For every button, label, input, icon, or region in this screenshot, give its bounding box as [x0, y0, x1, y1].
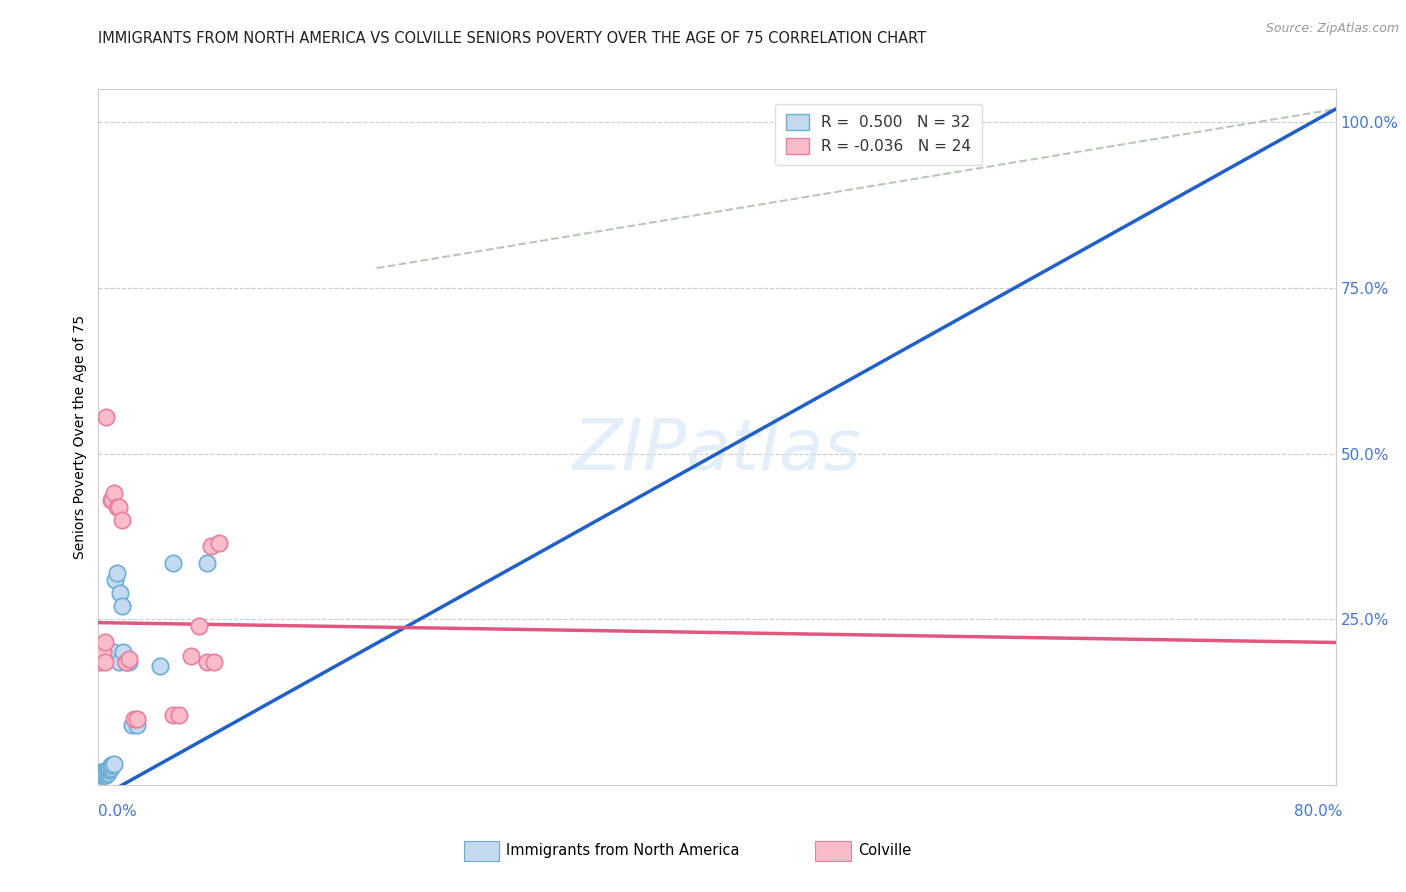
Point — [90, 764, 112, 779]
Point — [104, 573, 127, 587]
Point — [103, 645, 125, 659]
Point — [89, 764, 111, 779]
Point — [98, 764, 121, 778]
Point — [200, 540, 222, 554]
Point — [96, 768, 118, 782]
Point — [100, 758, 122, 772]
Point — [107, 500, 129, 514]
Point — [100, 761, 122, 775]
Point — [105, 500, 128, 514]
Point — [118, 656, 141, 670]
Point — [108, 586, 131, 600]
Point — [111, 599, 134, 613]
Point — [89, 656, 111, 670]
Text: Immigrants from North America: Immigrants from North America — [506, 844, 740, 858]
Point — [89, 768, 111, 782]
Point — [149, 658, 172, 673]
Point — [93, 764, 115, 779]
Point — [167, 708, 190, 723]
Point — [195, 556, 218, 570]
Point — [96, 410, 118, 425]
Point — [112, 645, 135, 659]
Point — [127, 718, 149, 732]
Point — [90, 768, 112, 782]
Point — [115, 656, 138, 670]
Point — [122, 712, 145, 726]
Point — [180, 648, 202, 663]
Text: ZIPatlas: ZIPatlas — [572, 417, 862, 485]
Point — [98, 761, 121, 775]
Point — [96, 766, 118, 780]
Point — [93, 635, 115, 649]
Point — [162, 556, 184, 570]
Point — [118, 652, 141, 666]
Point — [188, 619, 211, 633]
Point — [90, 645, 112, 659]
Point — [100, 493, 122, 508]
Point — [105, 566, 128, 580]
Text: IMMIGRANTS FROM NORTH AMERICA VS COLVILLE SENIORS POVERTY OVER THE AGE OF 75 COR: IMMIGRANTS FROM NORTH AMERICA VS COLVILL… — [98, 31, 927, 46]
Text: Source: ZipAtlas.com: Source: ZipAtlas.com — [1265, 22, 1399, 36]
Point — [115, 656, 138, 670]
Text: 80.0%: 80.0% — [1295, 805, 1343, 819]
Point — [91, 645, 114, 659]
Point — [97, 766, 120, 780]
Point — [97, 764, 120, 778]
Point — [101, 758, 124, 772]
Point — [121, 718, 143, 732]
Point — [91, 768, 114, 782]
Point — [208, 536, 231, 550]
Point — [103, 756, 125, 771]
Point — [91, 764, 114, 779]
Point — [127, 712, 149, 726]
Point — [93, 768, 115, 782]
Point — [111, 513, 134, 527]
Text: 0.0%: 0.0% — [98, 805, 138, 819]
Point — [195, 656, 218, 670]
Point — [103, 486, 125, 500]
Point — [93, 656, 115, 670]
Legend: R =  0.500   N = 32, R = -0.036   N = 24: R = 0.500 N = 32, R = -0.036 N = 24 — [775, 103, 981, 165]
Point — [162, 708, 184, 723]
Point — [204, 656, 226, 670]
Text: Colville: Colville — [858, 844, 911, 858]
Point — [107, 656, 129, 670]
Point — [101, 493, 124, 508]
Y-axis label: Seniors Poverty Over the Age of 75: Seniors Poverty Over the Age of 75 — [73, 315, 87, 559]
